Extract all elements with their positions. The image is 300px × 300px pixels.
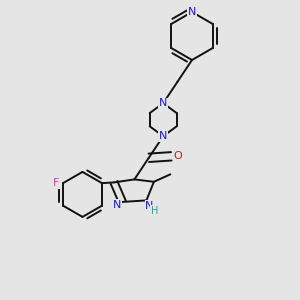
Text: H: H [151, 206, 158, 216]
Text: N: N [159, 131, 167, 141]
Text: N: N [113, 200, 121, 210]
Text: F: F [53, 178, 60, 188]
Text: N: N [145, 201, 154, 211]
Text: N: N [159, 98, 167, 108]
Text: N: N [188, 7, 196, 17]
Text: O: O [173, 151, 182, 161]
